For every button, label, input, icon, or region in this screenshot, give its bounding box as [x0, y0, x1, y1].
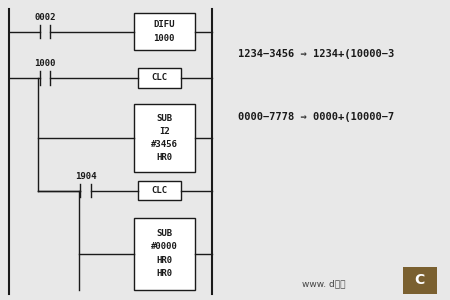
Text: 1234−3456 ⇒ 1234+(10000−3: 1234−3456 ⇒ 1234+(10000−3	[238, 49, 395, 59]
Text: www. d汉汉: www. d汉汉	[302, 279, 345, 288]
Text: 0000−7778 ⇒ 0000+(10000−7: 0000−7778 ⇒ 0000+(10000−7	[238, 112, 395, 122]
FancyBboxPatch shape	[139, 181, 181, 200]
Text: 1000: 1000	[34, 59, 56, 68]
Text: 0002: 0002	[34, 13, 56, 22]
FancyBboxPatch shape	[134, 13, 194, 50]
FancyBboxPatch shape	[134, 218, 194, 290]
Text: C: C	[414, 274, 425, 287]
Text: DIFU
1000: DIFU 1000	[153, 20, 175, 43]
Text: CLC: CLC	[152, 186, 168, 195]
FancyBboxPatch shape	[134, 104, 194, 172]
FancyBboxPatch shape	[403, 267, 436, 294]
Text: CLC: CLC	[152, 74, 168, 82]
FancyBboxPatch shape	[139, 68, 181, 88]
Text: SUB
I2
#3456
HR0: SUB I2 #3456 HR0	[151, 114, 178, 162]
Text: SUB
#0000
HR0
HR0: SUB #0000 HR0 HR0	[151, 229, 178, 278]
Text: 1904: 1904	[75, 172, 96, 181]
